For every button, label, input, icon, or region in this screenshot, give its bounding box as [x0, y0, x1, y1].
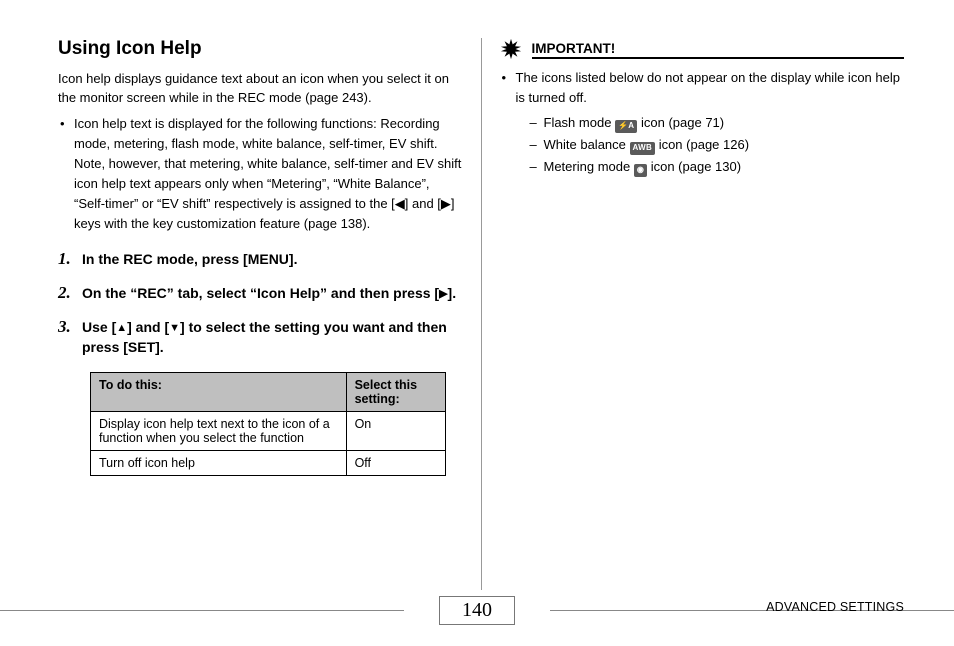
footer-rule	[0, 610, 404, 611]
section-label: ADVANCED SETTINGS	[766, 600, 904, 614]
step-number: 3.	[58, 315, 71, 340]
page-title: Using Icon Help	[58, 38, 463, 60]
item-text: White balance	[544, 137, 630, 152]
item-text: icon (page 130)	[647, 159, 741, 174]
down-arrow-icon: ▼	[169, 323, 180, 334]
flash-mode-icon: ⚡A	[615, 120, 637, 133]
table-header: To do this:	[91, 372, 347, 411]
bullet-list: Icon help text is displayed for the foll…	[58, 114, 463, 235]
step-text: In the REC mode, press [MENU].	[82, 251, 297, 267]
step-text: On the “REC” tab, select “Icon Help” and…	[82, 285, 439, 301]
steps-list: 1. In the REC mode, press [MENU]. 2. On …	[58, 249, 463, 358]
up-arrow-icon: ▲	[116, 323, 127, 334]
right-column: IMPORTANT! The icons listed below do not…	[481, 38, 905, 590]
item-text: icon (page 71)	[637, 115, 724, 130]
table-row: Turn off icon help Off	[91, 450, 446, 475]
table-cell: Off	[346, 450, 445, 475]
table-cell: Turn off icon help	[91, 450, 347, 475]
important-heading: IMPORTANT!	[500, 38, 905, 60]
step-text: ] and [	[127, 319, 169, 335]
table-header: Select this setting:	[346, 372, 445, 411]
settings-table: To do this: Select this setting: Display…	[90, 372, 446, 476]
left-column: Using Icon Help Icon help displays guida…	[58, 38, 481, 590]
step-number: 1.	[58, 247, 71, 272]
list-item: Flash mode ⚡A icon (page 71)	[530, 112, 905, 134]
important-bullets: The icons listed below do not appear on …	[500, 68, 905, 179]
step-text: Use [	[82, 319, 116, 335]
important-label: IMPORTANT!	[532, 41, 905, 59]
bullet-item: Icon help text is displayed for the foll…	[60, 114, 463, 235]
item-text: Flash mode	[544, 115, 616, 130]
table-cell: Display icon help text next to the icon …	[91, 411, 347, 450]
bullet-text: The icons listed below do not appear on …	[516, 70, 900, 105]
step-3: 3. Use [▲] and [▼] to select the setting…	[58, 317, 463, 358]
metering-mode-icon: ◉	[634, 164, 647, 177]
step-1: 1. In the REC mode, press [MENU].	[58, 249, 463, 269]
page-footer: 140 ADVANCED SETTINGS	[0, 596, 954, 632]
item-text: Metering mode	[544, 159, 634, 174]
bullet-item: The icons listed below do not appear on …	[502, 68, 905, 179]
list-item: Metering mode ◉ icon (page 130)	[530, 156, 905, 178]
table-cell: On	[346, 411, 445, 450]
list-item: White balance AWB icon (page 126)	[530, 134, 905, 156]
burst-icon	[500, 38, 522, 60]
page-number: 140	[439, 596, 515, 625]
icon-sublist: Flash mode ⚡A icon (page 71) White balan…	[516, 112, 905, 178]
table-row: Display icon help text next to the icon …	[91, 411, 446, 450]
step-2: 2. On the “REC” tab, select “Icon Help” …	[58, 283, 463, 303]
item-text: icon (page 126)	[655, 137, 749, 152]
step-number: 2.	[58, 281, 71, 306]
white-balance-icon: AWB	[630, 142, 656, 155]
intro-text: Icon help displays guidance text about a…	[58, 70, 463, 108]
right-arrow-icon: ▶	[439, 289, 447, 300]
step-text: ].	[448, 285, 457, 301]
page-content: Using Icon Help Icon help displays guida…	[0, 0, 954, 590]
table-header-row: To do this: Select this setting:	[91, 372, 446, 411]
